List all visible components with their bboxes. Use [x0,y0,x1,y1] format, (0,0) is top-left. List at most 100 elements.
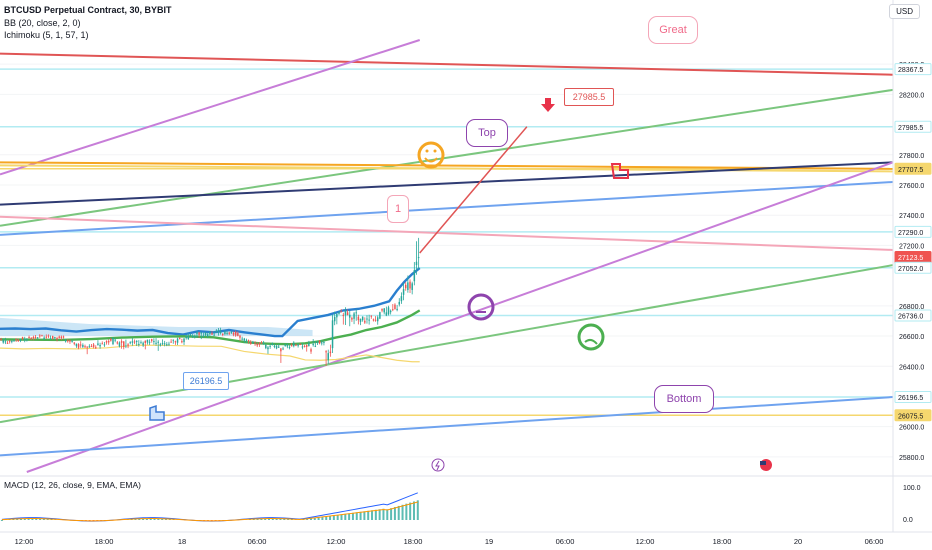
macd-histogram-bar [16,519,19,520]
candle-body [303,346,306,348]
candle-body [284,344,286,346]
great-note[interactable]: Great [648,16,698,44]
candle-body [222,333,224,335]
candle-body [95,347,97,349]
price-badge [894,120,932,133]
macd-histogram-bar [130,519,133,520]
price-badge [894,162,932,175]
candle-body [191,336,194,338]
candle-body [318,340,321,344]
macd-histogram-bar [264,518,267,520]
x-tick-label: 18:00 [95,537,114,546]
candle-body [402,289,405,295]
macd-histogram-bar [317,517,320,520]
candle-body [340,311,342,313]
candle-body [36,337,39,339]
trend-lines[interactable] [0,39,894,473]
x-tick-label: 12:00 [636,537,655,546]
candle-body [247,340,250,342]
candle-body [15,338,17,340]
macd-histogram-bar [382,508,385,520]
price-badge [894,409,932,422]
candle-body [349,314,351,318]
candle-body [269,345,271,347]
y-tick-label: 25800.0 [899,455,924,462]
macd-histogram-bar [329,515,332,520]
candle-body [0,338,2,340]
candle-body [295,344,297,346]
one-note[interactable]: 1 [387,195,409,223]
candle-body [342,314,345,316]
lightning-glyph [435,460,440,471]
price-badge-label: 27290.0 [898,230,923,237]
candle-body [314,345,317,347]
candle-body [308,343,310,347]
macd-indicator-label[interactable]: MACD (12, 26, close, 9, EMA, EMA) [4,480,141,490]
candle-body [417,257,420,259]
candle-body [84,346,86,348]
support-price-label[interactable]: 26196.5 [183,372,229,390]
macd-histogram-bar [371,510,374,520]
candle-body [260,342,263,344]
candle-body [67,340,69,342]
ichimoku-indicator-label[interactable]: Ichimoku (5, 1, 57, 1) [4,30,89,40]
macd-histogram-bar [363,511,366,520]
candle-body [54,337,56,339]
candle-body [112,338,114,345]
candle-body [155,342,157,344]
price-badge-label: 26736.0 [898,314,923,321]
currency-button[interactable]: USD [889,4,920,19]
drawing-icons[interactable] [149,141,772,472]
candle-body [280,348,282,352]
macd-histogram-bar [348,513,351,520]
price-badge [894,391,932,404]
candle-body [127,344,129,346]
candle-body [381,308,383,311]
candle-body [118,342,121,347]
top-note[interactable]: Top [466,119,508,147]
macd-histogram-bar [248,519,251,520]
macd-pane: 100.0 0.0 [0,475,932,524]
candle-body [172,339,175,341]
projection-arrow[interactable] [419,98,555,254]
candle-body [144,340,147,344]
target-price-label[interactable]: 27985.5 [564,88,614,106]
candle-body [353,313,355,319]
macd-histogram-bar [39,518,42,520]
symbol-title: BTCUSD Perpetual Contract, 30, BYBIT [4,5,172,15]
candle-body [258,343,261,345]
candle-body [13,340,15,342]
macd-histogram-bar [386,509,389,520]
candle-body [271,343,274,345]
candle-body [196,332,198,335]
candle-body [275,346,278,349]
trend-line-purple-steep [0,39,421,176]
trend-line-purple-lower [26,161,894,473]
bb-indicator-label[interactable]: BB (20, close, 2, 0) [4,18,81,28]
candle-body [226,332,228,334]
price-badge-label: 26196.5 [898,395,923,402]
candle-body [372,319,375,321]
price-badge-label: 27123.5 [898,255,923,262]
macd-histogram-bar [157,518,160,520]
candle-body [256,344,258,346]
time-axis: 12:00 18:00 18 06:00 12:00 18:00 19 06:00 12:00 1… [0,531,932,546]
bollinger-bands [0,267,421,363]
candle-body [157,341,159,343]
candle-body [79,344,82,346]
macd-tick-label: 100.0 [903,485,921,492]
candle-body [129,342,131,344]
candle-body [159,344,162,346]
candle-body [6,342,9,344]
candle-body [329,351,332,354]
candle-body [389,310,392,313]
happy-face-icon [417,141,445,169]
macd-histogram-bar [134,519,137,520]
candle-body [305,344,308,347]
macd-histogram-bar [359,511,362,520]
bottom-note[interactable]: Bottom [654,385,714,413]
trend-line-blue-upper [0,180,894,236]
macd-histogram-bar [309,518,312,520]
candle-body [239,335,241,338]
